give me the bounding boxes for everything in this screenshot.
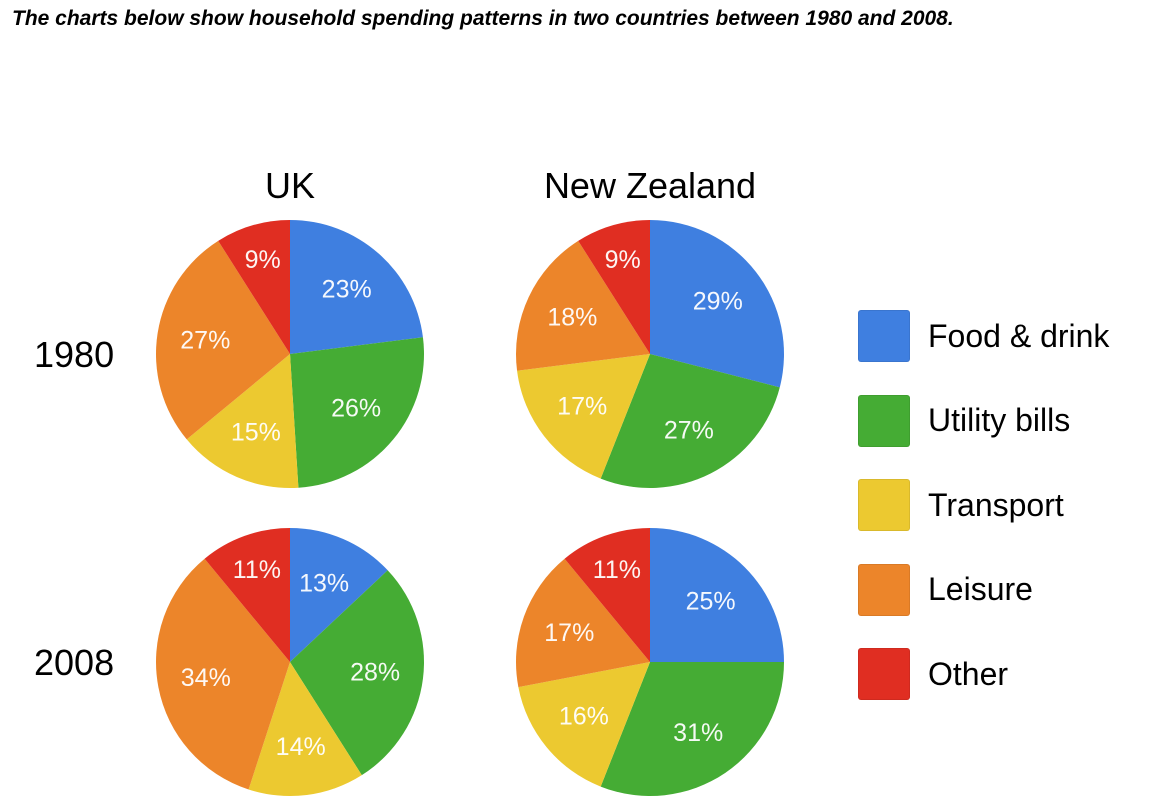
pie-label-other: 11% [593, 556, 641, 584]
pie-label-other: 9% [605, 246, 641, 274]
legend-swatch-leisure [858, 563, 910, 616]
pie-slice-utility-bills [600, 354, 780, 488]
pie-label-other: 9% [245, 246, 281, 274]
pie-slice-food-drink [650, 528, 784, 662]
pie-slice-food-drink [290, 220, 423, 354]
pie-label-food-drink: 23% [322, 276, 372, 304]
pie-slice-other [564, 528, 650, 662]
pie-slice-food-drink [290, 528, 388, 662]
pie-slice-utility-bills [290, 570, 424, 776]
pie-slice-utility-bills [600, 662, 784, 797]
legend-label-other: Other [928, 655, 1009, 692]
pie-label-food-drink: 13% [299, 569, 349, 597]
legend-item-utility-bills: Utility bills [858, 394, 1109, 448]
legend-item-other: Other [858, 647, 1109, 701]
pie-label-transport: 17% [557, 393, 607, 421]
pie-slice-transport [517, 354, 650, 479]
pie-slice-other [204, 528, 290, 662]
pie-label-utility-bills: 28% [350, 659, 400, 687]
pie-label-leisure: 27% [180, 327, 230, 355]
pie-label-transport: 14% [276, 733, 326, 761]
row-header-1980: 1980 [34, 334, 115, 375]
pie-label-food-drink: 29% [693, 287, 743, 315]
pie-slice-transport [518, 662, 650, 787]
legend-item-transport: Transport [858, 478, 1109, 532]
pie-new-zealand-2008: 25% 31% 16% 17% 11% [515, 528, 784, 797]
pie-slice-other [218, 220, 290, 354]
pie-slice-leisure [156, 558, 290, 790]
task-prompt: The charts below show household spending… [12, 7, 954, 30]
legend-swatch-other [858, 648, 910, 700]
legend-label-utility-bills: Utility bills [928, 402, 1071, 438]
pie-slice-other [578, 220, 650, 354]
pie-uk-1980: 23% 26% 15% 27% 9% [156, 220, 424, 489]
pie-slice-leisure [156, 240, 290, 440]
column-header-uk: UK [264, 165, 316, 206]
pie-slice-leisure [516, 240, 650, 371]
legend-swatch-utility-bills [858, 394, 910, 447]
legend-item-food-drink: Food & drink [858, 309, 1109, 363]
pie-slice-transport [186, 354, 299, 489]
legend-item-leisure: Leisure [858, 563, 1109, 617]
pie-slice-leisure [515, 558, 650, 688]
row-header-2008: 2008 [34, 642, 115, 683]
legend: Food & drink Utility bills Transport Lei… [858, 309, 1109, 732]
legend-swatch-transport [858, 479, 910, 531]
pie-label-transport: 15% [231, 419, 281, 447]
pie-slice-utility-bills [290, 337, 424, 488]
pie-label-transport: 16% [559, 703, 609, 731]
legend-label-food-drink: Food & drink [928, 317, 1110, 354]
pie-label-food-drink: 25% [686, 587, 736, 615]
pie-label-other: 11% [233, 556, 281, 584]
pie-slice-food-drink [650, 220, 784, 388]
pie-new-zealand-1980: 29% 27% 17% 18% 9% [516, 220, 784, 488]
pie-label-leisure: 18% [547, 304, 597, 332]
pie-label-leisure: 34% [181, 664, 231, 692]
pie-slice-transport [248, 662, 362, 796]
legend-label-transport: Transport [928, 486, 1064, 523]
pie-uk-2008: 13% 28% 14% 34% 11% [156, 528, 424, 796]
column-header-new-zealand: New Zealand [543, 165, 757, 206]
pie-label-utility-bills: 27% [664, 416, 714, 444]
legend-label-leisure: Leisure [928, 571, 1033, 607]
pie-label-utility-bills: 31% [673, 719, 723, 747]
pie-label-leisure: 17% [544, 619, 594, 647]
legend-swatch-food-drink [858, 310, 910, 362]
pie-label-utility-bills: 26% [331, 395, 381, 423]
